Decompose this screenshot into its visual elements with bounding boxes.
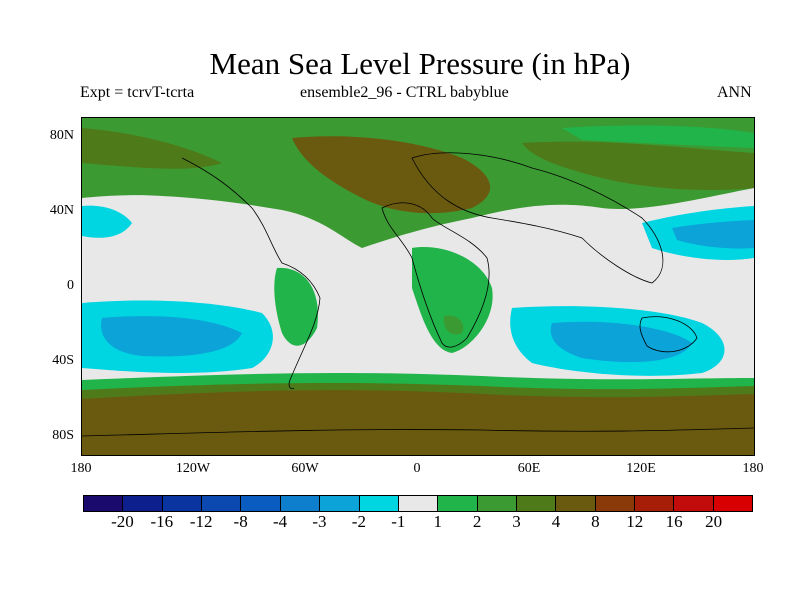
pressure-field-map: [82, 118, 754, 455]
colorbar-cell-1: [123, 496, 163, 511]
colorbar-cell-11: [516, 496, 557, 511]
east-pacific-low-core: [672, 220, 754, 249]
experiment-label: Expt = tcrvT-tcrta: [80, 84, 195, 101]
lat-label-equator: 0: [67, 278, 74, 293]
lat-label-40n: 40N: [49, 203, 74, 218]
colorbar-label-12: 8: [591, 512, 600, 531]
colorbar-cell-7: [359, 496, 399, 511]
colorbar-label-15: 20: [705, 512, 723, 531]
lat-label-40s: 40S: [52, 353, 74, 368]
lon-label-120w: 120W: [175, 461, 211, 476]
northern-green-east: [562, 125, 754, 148]
colorbar-label-11: 4: [551, 512, 561, 531]
southern-green-edge: [82, 373, 754, 390]
colorbar-cell-15: [674, 496, 714, 511]
colorbar-cell-5: [280, 496, 321, 511]
colorbar-cell-16: [713, 496, 753, 511]
colorbar-cell-14: [635, 496, 675, 511]
colorbar-label-5: -3: [312, 512, 327, 531]
colorbar-cell-8: [398, 496, 439, 511]
lon-label-180e: 180: [742, 461, 764, 476]
africa-green: [412, 247, 493, 353]
colorbar-cell-6: [320, 496, 360, 511]
colorbar-label-14: 16: [665, 512, 683, 531]
colorbar-cell-10: [477, 496, 517, 511]
colorbar-label-10: 3: [512, 512, 521, 531]
colorbar-label-0: -20: [111, 512, 134, 531]
colorbar-cell-4: [241, 496, 281, 511]
colorbar-label-1: -16: [150, 512, 174, 531]
lat-label-80n: 80N: [49, 128, 74, 143]
lon-label-120e: 120E: [626, 461, 656, 476]
colorbar-label-4: -4: [272, 512, 288, 531]
colorbar-cell-0: [84, 496, 124, 511]
coastlines: [82, 152, 754, 437]
lon-label-180w: 180: [70, 461, 92, 476]
colorbar-cell-2: [162, 496, 203, 511]
colorbar-label-2: -12: [189, 512, 213, 531]
colorbar: [83, 495, 753, 512]
colorbar-cell-3: [202, 496, 242, 511]
lon-label-60w: 60W: [291, 461, 319, 476]
lon-label-0: 0: [413, 461, 421, 476]
lat-label-80s: 80S: [52, 428, 74, 443]
atlantic-cyan: [82, 205, 132, 238]
colorbar-label-7: -1: [391, 512, 406, 531]
colorbar-label-6: -2: [351, 512, 366, 531]
colorbar-label-3: -8: [233, 512, 248, 531]
south-america-green: [274, 267, 318, 346]
northern-brown-core: [292, 136, 491, 214]
colorbar-label-9: 2: [472, 512, 482, 531]
period-label: ANN: [717, 84, 752, 101]
northern-olive-east: [522, 141, 754, 190]
colorbar-cell-12: [556, 496, 596, 511]
south-pacific-low-core: [101, 316, 243, 357]
africa-olive-spot: [443, 315, 464, 335]
colorbar-label-8: 1: [433, 512, 442, 531]
map-panel: [81, 117, 755, 456]
lon-label-60e: 60E: [517, 461, 541, 476]
northern-brown-west: [82, 128, 222, 169]
southern-olive-edge: [82, 379, 754, 399]
southern-high-band: [82, 384, 754, 455]
colorbar-label-13: 12: [626, 512, 644, 531]
chart-title: Mean Sea Level Pressure (in hPa): [209, 46, 631, 81]
indian-ocean-low-core: [550, 321, 692, 363]
colorbar-cell-13: [595, 496, 636, 511]
ensemble-label: ensemble2_96 - CTRL babyblue: [300, 84, 509, 101]
colorbar-cell-9: [438, 496, 478, 511]
